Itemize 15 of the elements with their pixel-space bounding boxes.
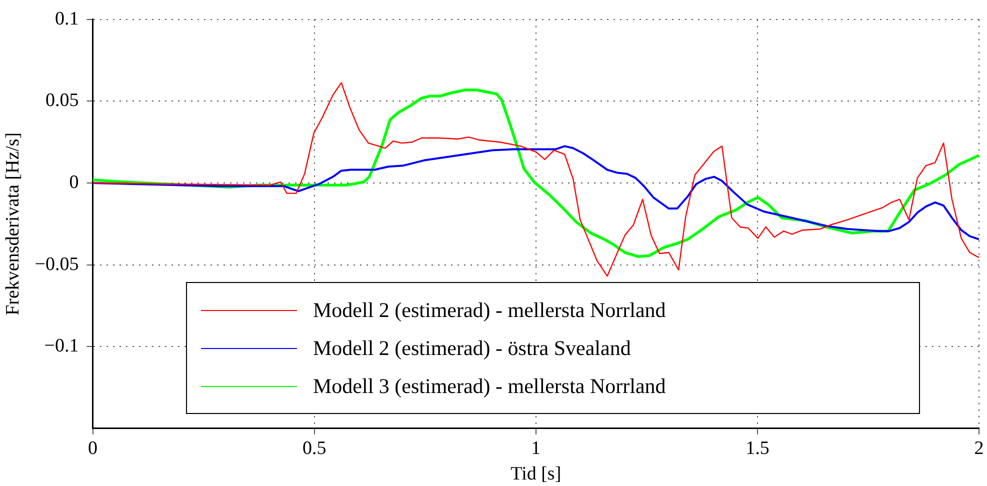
x-tick-label: 2 — [974, 438, 984, 459]
x-tick-label: 0.5 — [302, 438, 326, 459]
x-tick-label: 1.5 — [746, 438, 770, 459]
legend-label: Modell 3 (estimerad) - mellersta Norrland — [313, 374, 666, 398]
y-axis-title: Frekvensderivata [Hz/s] — [2, 132, 24, 316]
y-tick-label: 0.05 — [46, 90, 79, 112]
legend-label: Modell 2 (estimerad) - mellersta Norrland — [313, 298, 666, 322]
y-tick-label: 0 — [69, 172, 79, 193]
x-axis-title: Tid [s] — [510, 464, 562, 485]
legend-label: Modell 2 (estimerad) - östra Svealand — [313, 336, 631, 360]
y-tick-label: −0.05 — [34, 254, 79, 275]
x-tick-label: 1 — [531, 438, 541, 459]
x-tick-label: 0 — [88, 438, 98, 459]
y-tick-label: −0.1 — [44, 336, 79, 357]
y-tick-label: 0.1 — [55, 8, 79, 30]
